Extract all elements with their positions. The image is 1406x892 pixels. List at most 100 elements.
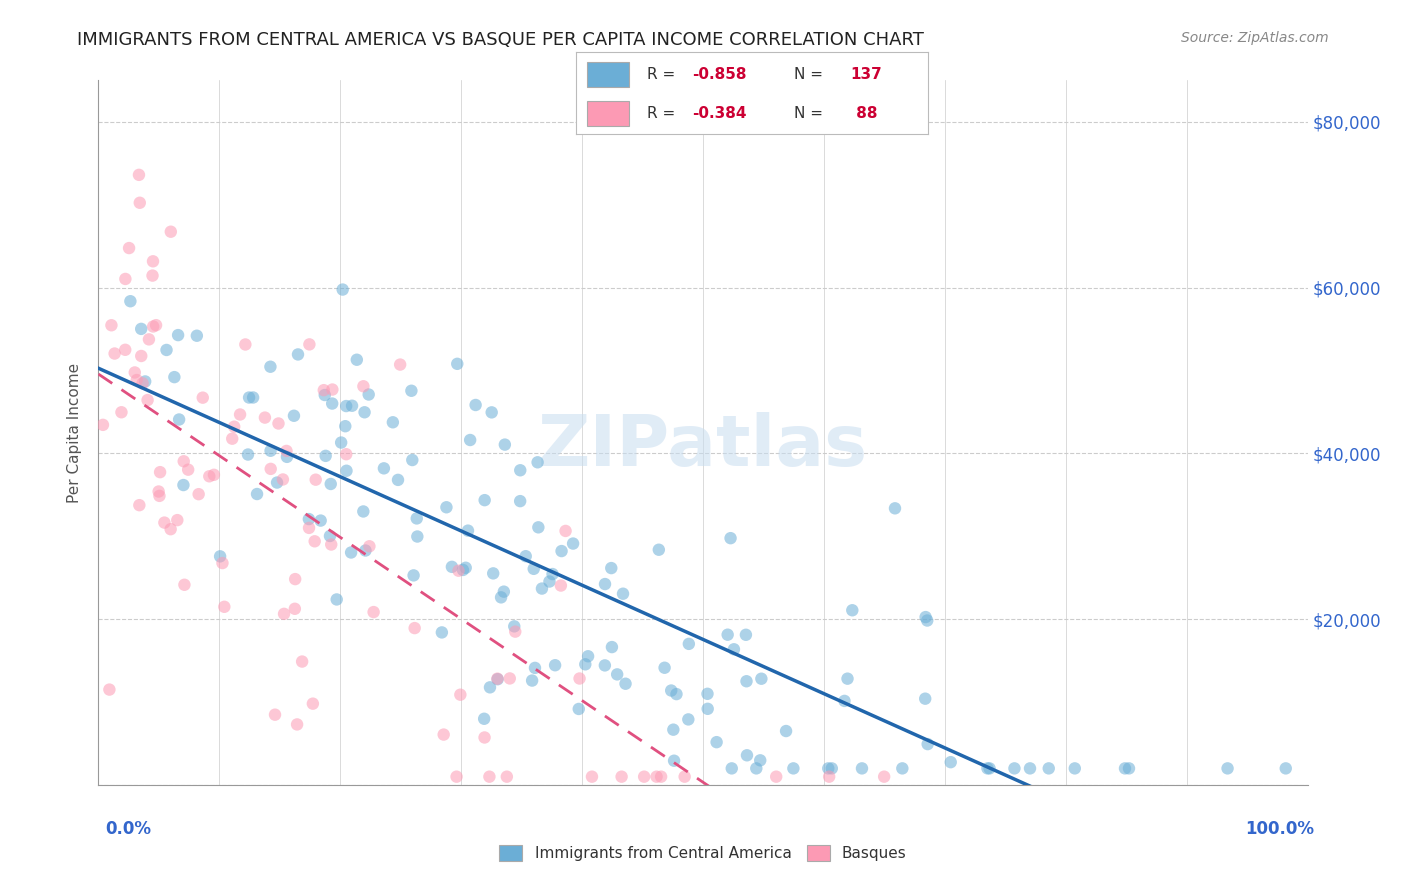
Point bbox=[287, 347, 309, 361]
Point bbox=[1118, 761, 1140, 775]
Point bbox=[550, 544, 572, 558]
Point bbox=[260, 462, 283, 476]
Point bbox=[457, 524, 479, 538]
Point bbox=[340, 399, 363, 413]
Point bbox=[166, 513, 188, 527]
Point bbox=[538, 574, 561, 589]
Point bbox=[472, 712, 495, 726]
Point bbox=[593, 577, 616, 591]
Point bbox=[238, 391, 260, 405]
Point bbox=[138, 332, 160, 346]
Point bbox=[120, 294, 142, 309]
Point bbox=[246, 487, 269, 501]
Point bbox=[114, 272, 136, 286]
Point bbox=[481, 405, 503, 419]
Point bbox=[224, 419, 246, 434]
Point bbox=[834, 694, 856, 708]
Point bbox=[648, 542, 671, 557]
Point bbox=[145, 318, 167, 333]
Point bbox=[321, 383, 343, 397]
Point bbox=[765, 770, 787, 784]
Point bbox=[373, 461, 395, 475]
Point bbox=[818, 770, 841, 784]
Point bbox=[319, 477, 342, 491]
Point bbox=[1038, 761, 1060, 775]
Point bbox=[447, 564, 470, 578]
Point bbox=[837, 672, 859, 686]
Point bbox=[720, 531, 742, 545]
Point bbox=[381, 415, 404, 429]
Point bbox=[446, 770, 468, 784]
Point bbox=[696, 702, 718, 716]
Point bbox=[98, 682, 121, 697]
Point bbox=[402, 568, 425, 582]
Point bbox=[659, 683, 682, 698]
Point bbox=[430, 625, 453, 640]
Point bbox=[606, 667, 628, 681]
Text: -0.858: -0.858 bbox=[692, 67, 747, 82]
Point bbox=[363, 605, 385, 619]
Point bbox=[142, 319, 165, 334]
Point bbox=[353, 405, 375, 419]
Point bbox=[259, 443, 281, 458]
Point bbox=[298, 337, 321, 351]
Point bbox=[717, 628, 740, 642]
Point bbox=[253, 410, 276, 425]
Point bbox=[654, 661, 676, 675]
Point bbox=[267, 417, 290, 431]
Point bbox=[482, 566, 505, 581]
Point bbox=[298, 521, 321, 535]
Text: ZIPatlas: ZIPatlas bbox=[538, 412, 868, 481]
Point bbox=[114, 343, 136, 357]
Point bbox=[678, 713, 700, 727]
Point bbox=[187, 487, 209, 501]
Point bbox=[167, 328, 190, 343]
Point bbox=[305, 473, 328, 487]
Point bbox=[191, 391, 214, 405]
Point bbox=[478, 770, 501, 784]
Point bbox=[276, 450, 298, 464]
Point bbox=[568, 702, 591, 716]
Point bbox=[486, 672, 509, 686]
Point bbox=[155, 343, 177, 357]
Point bbox=[321, 396, 343, 410]
Point bbox=[550, 578, 572, 592]
Point bbox=[110, 405, 132, 419]
Point bbox=[1004, 761, 1026, 775]
Point bbox=[650, 770, 672, 784]
Point bbox=[177, 463, 200, 477]
Point bbox=[129, 349, 152, 363]
Point bbox=[581, 770, 603, 784]
Point bbox=[474, 493, 496, 508]
Point bbox=[436, 500, 458, 515]
Point bbox=[486, 672, 509, 686]
Point bbox=[673, 770, 696, 784]
Point bbox=[979, 761, 1001, 775]
Point bbox=[509, 463, 531, 477]
Point bbox=[745, 761, 768, 775]
Point bbox=[735, 674, 758, 689]
Point bbox=[600, 561, 623, 575]
Point bbox=[1114, 761, 1136, 775]
Point bbox=[236, 448, 259, 462]
Point bbox=[735, 748, 758, 763]
Point bbox=[817, 761, 839, 775]
Point bbox=[325, 592, 347, 607]
Point bbox=[405, 511, 427, 525]
Point bbox=[302, 697, 325, 711]
Point bbox=[91, 417, 114, 432]
Point bbox=[118, 241, 141, 255]
Point bbox=[173, 454, 195, 468]
Text: -0.384: -0.384 bbox=[692, 106, 747, 120]
Point bbox=[526, 455, 548, 469]
Point bbox=[914, 691, 936, 706]
Text: IMMIGRANTS FROM CENTRAL AMERICA VS BASQUE PER CAPITA INCOME CORRELATION CHART: IMMIGRANTS FROM CENTRAL AMERICA VS BASQU… bbox=[77, 31, 924, 49]
Point bbox=[202, 467, 225, 482]
Point bbox=[464, 398, 486, 412]
Point bbox=[284, 601, 307, 615]
Point bbox=[148, 489, 170, 503]
Point bbox=[304, 534, 326, 549]
Point bbox=[401, 384, 423, 398]
Point bbox=[186, 328, 208, 343]
Text: 137: 137 bbox=[851, 67, 883, 82]
